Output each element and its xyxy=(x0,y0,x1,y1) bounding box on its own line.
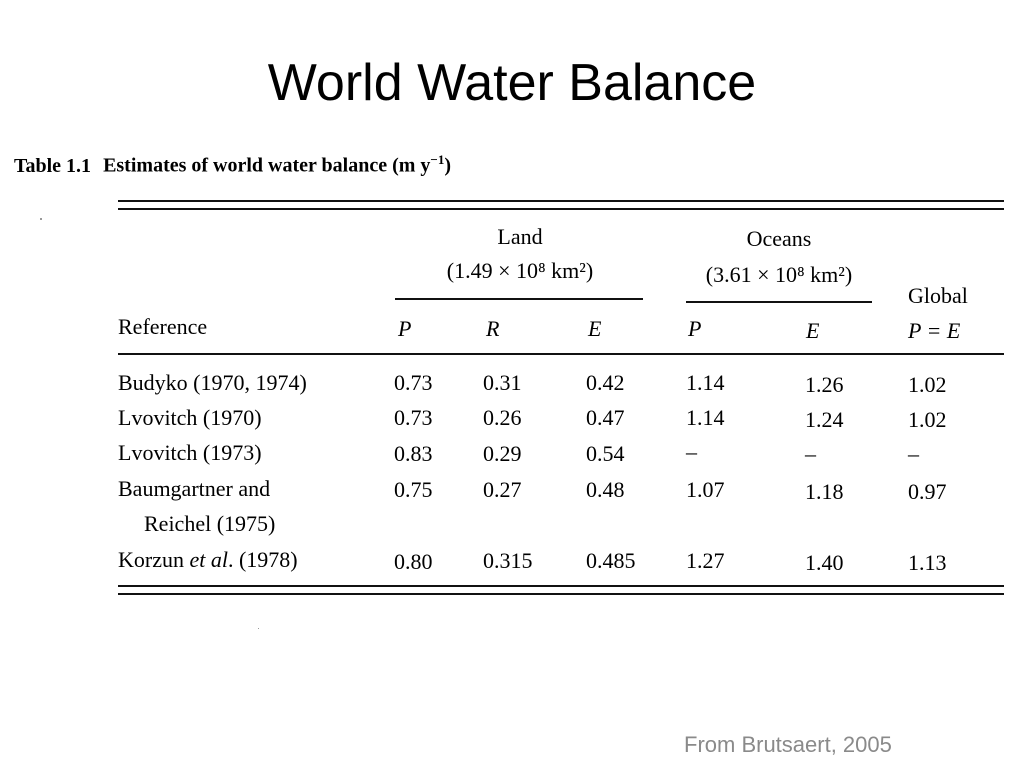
cell-global: 1.13 xyxy=(908,550,947,575)
bottom-rule-1 xyxy=(118,585,1004,587)
oceans-group-title: Oceans xyxy=(746,226,812,251)
header-land-e: E xyxy=(588,316,602,341)
cell-global: – xyxy=(908,441,919,466)
cell-land-p: 0.80 xyxy=(394,549,433,574)
reference-year: . (1978) xyxy=(227,547,298,572)
reference-author: Korzun xyxy=(118,547,190,572)
cell-land-p: 0.75 xyxy=(394,477,433,502)
table-caption: Table 1.1 Estimates of world water balanc… xyxy=(14,152,451,178)
header-land-r: R xyxy=(486,316,500,341)
speck xyxy=(258,628,259,629)
header-global-pe: P = E xyxy=(908,318,961,343)
cell-land-r: 0.315 xyxy=(483,548,533,573)
cell-ocean-e: 1.26 xyxy=(805,372,844,397)
caption-end: ) xyxy=(444,154,452,177)
speck xyxy=(40,218,42,220)
header-ocean-p: P xyxy=(688,316,702,341)
cell-land-p: 0.73 xyxy=(394,370,433,395)
land-group-area: (1.49 × 10⁸ km²) xyxy=(446,258,594,283)
cell-ocean-p: 1.14 xyxy=(686,370,725,395)
header-ocean-e: E xyxy=(806,318,820,343)
table-number: Table 1.1 xyxy=(14,154,92,177)
source-credit: From Brutsaert, 2005 xyxy=(684,732,892,757)
cell-land-e: 0.485 xyxy=(586,548,636,573)
cell-land-e: 0.47 xyxy=(586,405,625,430)
cell-global: 0.97 xyxy=(908,479,947,504)
header-rule xyxy=(118,353,1004,355)
cell-ocean-p: 1.27 xyxy=(686,548,725,573)
cell-land-p: 0.73 xyxy=(394,405,433,430)
top-rule-2 xyxy=(118,208,1004,210)
cell-land-e: 0.54 xyxy=(586,441,625,466)
cell-reference: Korzun et al. (1978) xyxy=(118,547,298,573)
cell-ocean-e: 1.24 xyxy=(805,407,844,432)
cell-global: 1.02 xyxy=(908,407,947,432)
slide-title: World Water Balance xyxy=(267,54,757,112)
cell-reference: Baumgartner and xyxy=(118,476,271,501)
cell-land-e: 0.42 xyxy=(586,370,625,395)
cell-land-r: 0.26 xyxy=(483,405,522,430)
cell-ocean-p: 1.07 xyxy=(686,477,725,502)
top-rule-1 xyxy=(118,200,1004,202)
cell-land-e: 0.48 xyxy=(586,477,625,502)
bottom-rule-2 xyxy=(118,593,1004,595)
cell-land-r: 0.31 xyxy=(483,370,522,395)
cell-reference: Lvovitch (1973) xyxy=(118,440,262,465)
land-group-title: Land xyxy=(497,224,543,249)
cell-land-r: 0.29 xyxy=(483,441,522,466)
cell-global: 1.02 xyxy=(908,372,947,397)
cell-ocean-e: 1.18 xyxy=(805,479,844,504)
oceans-group-rule xyxy=(686,301,872,303)
cell-ocean-p: 1.14 xyxy=(686,405,725,430)
cell-ocean-p: – xyxy=(686,439,697,464)
caption-superscript: −1 xyxy=(430,152,445,167)
cell-land-r: 0.27 xyxy=(483,477,522,502)
oceans-group-area: (3.61 × 10⁸ km²) xyxy=(705,262,853,287)
reference-etal: et al xyxy=(189,547,228,572)
header-land-p: P xyxy=(398,316,412,341)
cell-reference: Lvovitch (1970) xyxy=(118,405,262,430)
header-reference: Reference xyxy=(118,314,208,339)
caption-text: Estimates of world water balance (m y xyxy=(103,154,431,177)
cell-reference: Budyko (1970, 1974) xyxy=(118,370,307,395)
cell-reference-cont: Reichel (1975) xyxy=(144,511,276,536)
global-group-title: Global xyxy=(908,283,968,308)
cell-ocean-e: 1.40 xyxy=(805,550,844,575)
cell-ocean-e: – xyxy=(805,441,816,466)
land-group-rule xyxy=(395,298,643,300)
cell-land-p: 0.83 xyxy=(394,441,433,466)
